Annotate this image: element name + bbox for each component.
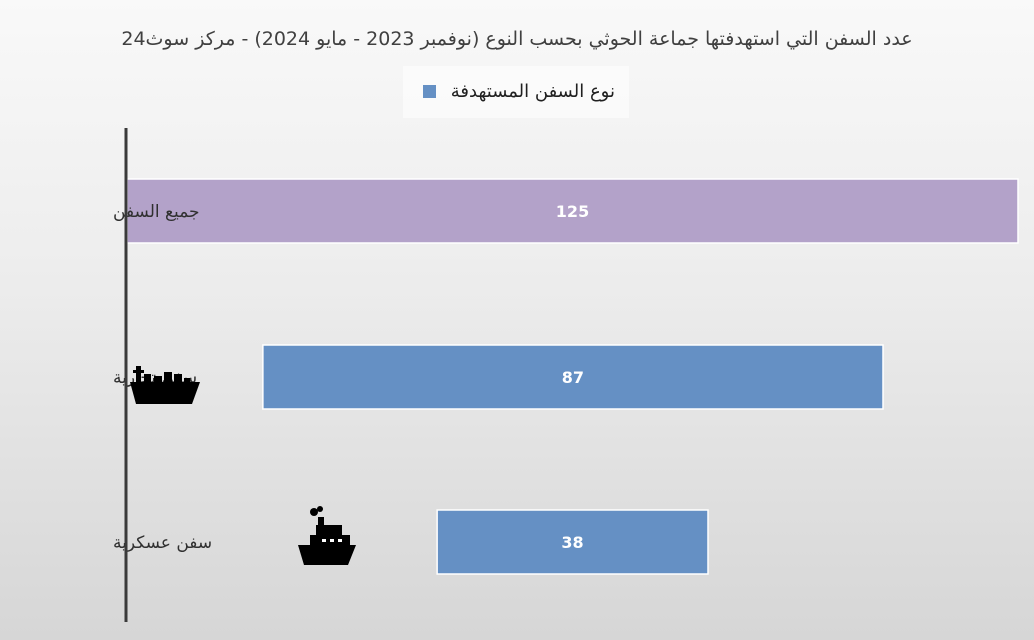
- bar-3: [436, 509, 709, 575]
- bar-1: [126, 178, 1019, 244]
- bar-2: [262, 344, 884, 410]
- category-label: سفن عسكرية: [113, 533, 212, 553]
- chart-title: عدد السفن التي استهدفتها جماعة الحوثي بح…: [121, 28, 913, 50]
- bar-value-label: 38: [561, 533, 583, 552]
- legend: نوع السفن المستهدفة: [403, 66, 629, 118]
- legend-swatch: [423, 85, 436, 98]
- legend-label: نوع السفن المستهدفة: [450, 81, 615, 102]
- bar-value-label: 87: [562, 368, 584, 387]
- cargo-ship-icon: [130, 366, 200, 404]
- warship-icon: [298, 506, 356, 565]
- category-label: جميع السفن: [113, 202, 200, 222]
- bar-value-label: 125: [556, 202, 589, 221]
